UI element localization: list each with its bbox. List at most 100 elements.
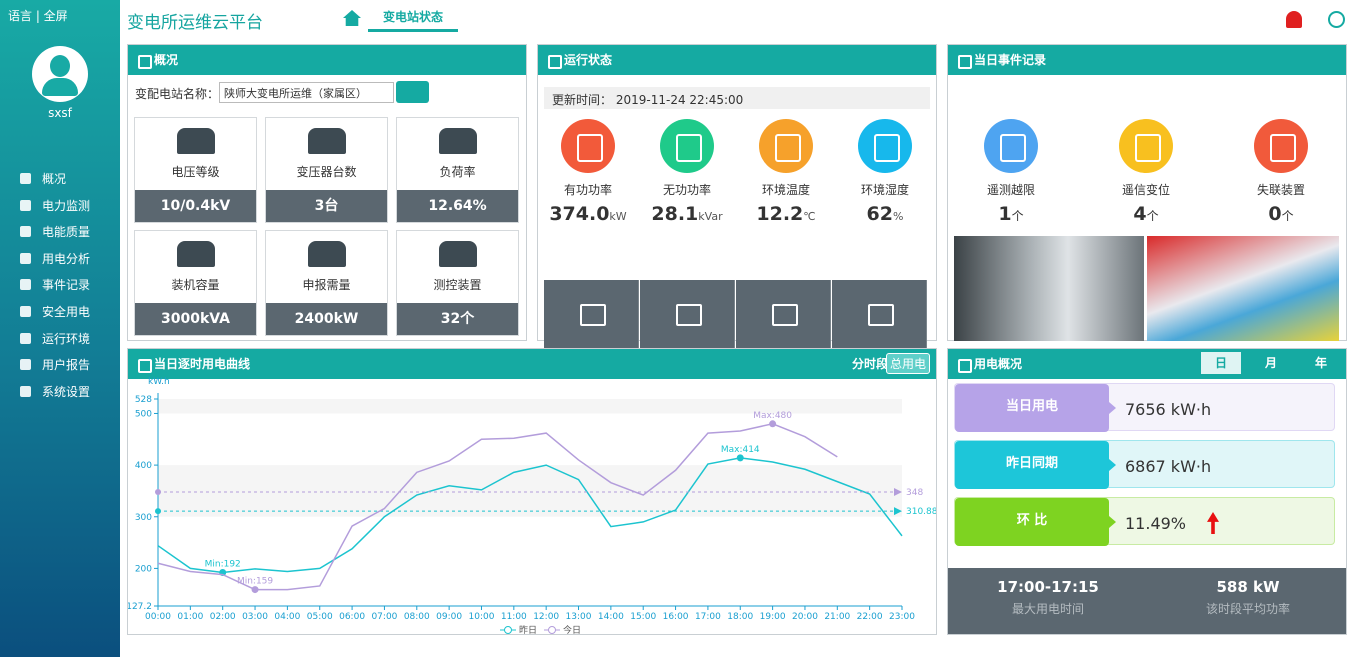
usage-panel: 用电概况 日 月 年 当日用电 7656 kW·h 昨日同期 6867 kW·h 环 比 11… xyxy=(947,348,1347,635)
nav-tab[interactable]: 变电站状态 xyxy=(368,8,458,32)
x-tick-label: 22:00 xyxy=(857,612,883,622)
mark-label: Min:192 xyxy=(205,560,241,570)
card-icon xyxy=(439,241,477,267)
mark-label: Max:480 xyxy=(753,411,792,421)
y-tick-label: 500 xyxy=(135,409,152,419)
event-unit: 个 xyxy=(1146,209,1159,223)
menu-icon xyxy=(20,173,31,184)
metric-icon xyxy=(561,119,615,173)
x-tick-label: 08:00 xyxy=(404,612,430,622)
menu-label: 概况 xyxy=(42,172,67,186)
menu-icon xyxy=(20,385,31,397)
update-bar: 更新时间： 2019-11-24 22:45:00 xyxy=(544,87,930,109)
usage-tab[interactable]: 年 xyxy=(1314,356,1327,370)
chart-panel: 当日逐时用电曲线 分时段 总用电 kW.h 127.2 200 300 400 500 52… xyxy=(127,348,937,635)
card: 变压器台数 3台 xyxy=(265,117,388,223)
metric-label: 环境温度 xyxy=(761,183,810,197)
station-input[interactable]: 陕师大变电所运维（家属区） xyxy=(219,82,394,103)
menu-item[interactable]: 系统设置 xyxy=(20,383,90,400)
x-tick-label: 05:00 xyxy=(307,612,333,622)
toggle[interactable]: 总用电 xyxy=(885,353,930,374)
x-tick-label: 02:00 xyxy=(210,612,236,622)
metric-value: 28.1 xyxy=(651,203,699,225)
x-tick-label: 20:00 xyxy=(792,612,818,622)
menu-label: 事件记录 xyxy=(42,278,91,293)
metric-unit: ℃ xyxy=(803,210,816,223)
usage-label: 昨日同期 xyxy=(955,441,1116,489)
metric-icon xyxy=(660,119,714,173)
x-tick-label: 10:00 xyxy=(469,612,495,622)
mark-point xyxy=(769,420,777,428)
x-tick-label: 06:00 xyxy=(339,612,365,622)
mark-label: Max:414 xyxy=(721,445,760,455)
event-box: 1个 xyxy=(971,203,1051,225)
menu-item[interactable]: 电力监测 xyxy=(20,197,90,214)
x-tick-label: 17:00 xyxy=(695,612,721,622)
home-icon[interactable] xyxy=(343,10,361,26)
usage-footer: 17:00-17:15 最大用电时间 588 kW 该时段平均功率 xyxy=(948,568,1346,634)
card-value: 32个 xyxy=(397,303,518,335)
y-tick-label: 400 xyxy=(135,461,152,471)
logout-icon[interactable] xyxy=(1328,11,1345,28)
toggle[interactable]: 分时段 xyxy=(851,357,888,371)
usage-row: 昨日同期 6867 kW·h xyxy=(954,440,1335,489)
x-tick-label: 07:00 xyxy=(371,612,397,622)
server-image xyxy=(954,236,1144,341)
menu-item[interactable]: 用电分析 xyxy=(20,250,90,267)
usage-tab[interactable]: 月 xyxy=(1264,356,1277,370)
mark-point xyxy=(736,454,744,462)
events-panel: 当日事件记录 遥测越限 1个 遥信变位 4个 失联装置 0个 xyxy=(947,44,1347,341)
metric-label: 有功功率 xyxy=(563,183,612,197)
x-tick-label: 03:00 xyxy=(242,612,268,622)
event-icon xyxy=(984,119,1038,173)
x-tick-label: 12:00 xyxy=(533,612,559,622)
card-value: 10/0.4kV xyxy=(135,190,256,222)
average-label: 310.88 xyxy=(906,507,936,517)
menu-item[interactable]: 概况 xyxy=(20,170,66,187)
event-box: 4个 xyxy=(1106,203,1186,225)
event-count: 0 xyxy=(1268,203,1282,225)
menu-icon xyxy=(20,252,31,264)
card: 电压等级 10/0.4kV xyxy=(134,117,257,223)
legend-dot xyxy=(548,626,556,634)
usage-value: 6867 kW·h xyxy=(1125,457,1212,476)
menu-item[interactable]: 用户报告 xyxy=(20,356,90,373)
menu-label: 电能质量 xyxy=(42,225,91,240)
menu-item[interactable]: 电能质量 xyxy=(20,223,90,240)
up-arrow xyxy=(1207,512,1219,534)
event-unit: 个 xyxy=(1011,209,1024,223)
card-value: 2400kW xyxy=(266,303,387,335)
metric-unit: kVar xyxy=(698,210,723,223)
card-value: 3000kVA xyxy=(135,303,256,335)
metric-box: 62% xyxy=(837,203,933,225)
chart: kW.h 127.2 200 300 400 500 528 00:00 01:00 02:00 0… xyxy=(128,377,936,635)
language-fullscreen[interactable]: 语言 | 全屏 xyxy=(8,9,68,23)
menu-label: 用电分析 xyxy=(42,251,91,266)
y-unit: kW.h xyxy=(148,377,170,387)
search-button[interactable] xyxy=(396,81,429,103)
y-tick-label: 200 xyxy=(135,564,152,574)
metric-icon xyxy=(759,119,813,173)
mark-point xyxy=(251,586,259,594)
event-icon xyxy=(1254,119,1308,173)
x-tick-label: 09:00 xyxy=(436,612,462,622)
usage-label: 环 比 xyxy=(955,498,1116,546)
series-line xyxy=(157,457,903,574)
menu-item[interactable]: 事件记录 xyxy=(20,276,90,293)
menu-icon xyxy=(20,226,31,238)
event-icon xyxy=(1119,119,1173,173)
panel-title: 当日逐时用电曲线 xyxy=(128,349,936,379)
menu-item[interactable]: 运行环境 xyxy=(20,330,90,347)
series-line xyxy=(157,423,838,591)
card-icon xyxy=(177,128,215,154)
usage-tab[interactable]: 日 xyxy=(1201,352,1241,374)
usage-value: 11.49% xyxy=(1125,514,1187,533)
alarm-icon[interactable] xyxy=(1286,11,1302,28)
menu-item[interactable]: 安全用电 xyxy=(20,303,90,320)
average-arrow xyxy=(894,507,902,516)
station-label: 变配电站名称： xyxy=(135,87,220,101)
card-icon xyxy=(177,241,215,267)
grid-band xyxy=(158,465,902,517)
card: 测控装置 32个 xyxy=(396,230,519,336)
metric-unit: % xyxy=(893,210,904,223)
